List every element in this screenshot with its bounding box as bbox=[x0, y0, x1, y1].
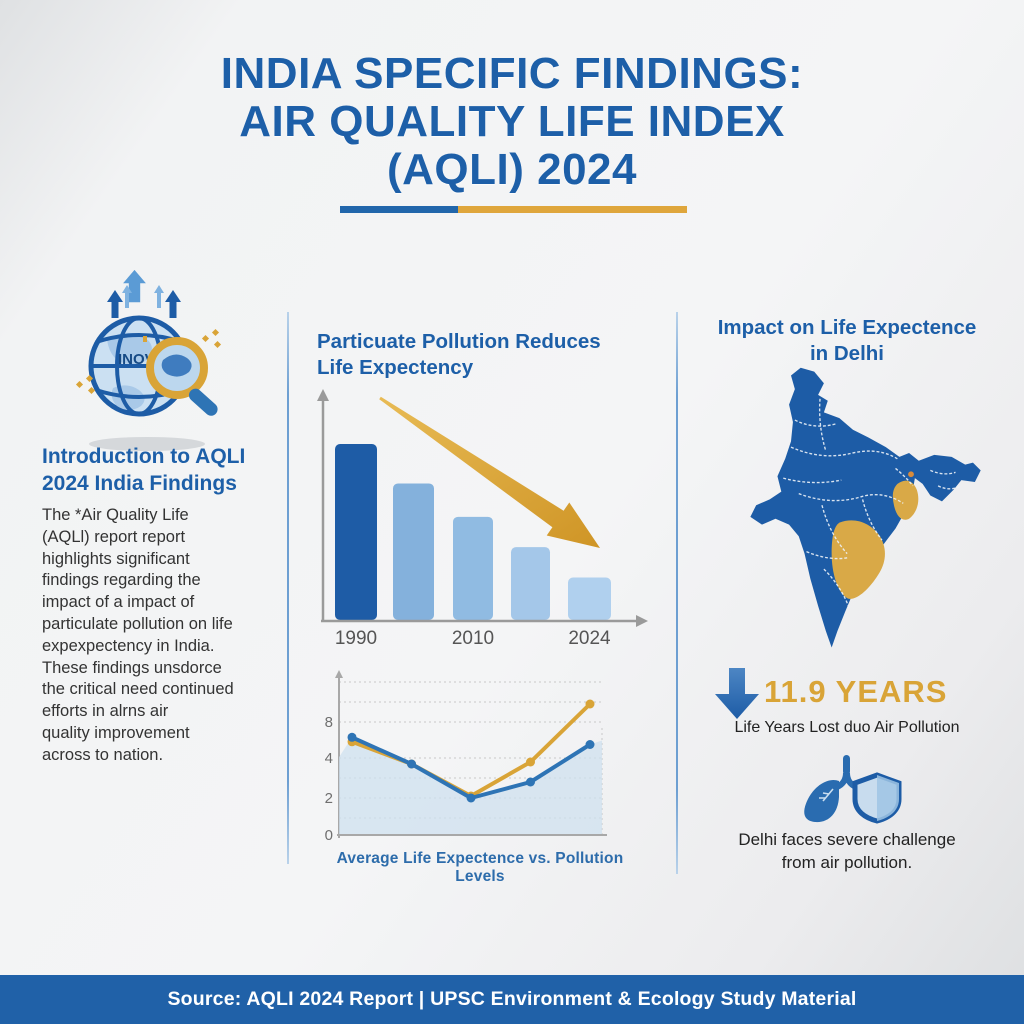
bar-col2 bbox=[393, 483, 434, 620]
title-line-2: AIR QUALITY LIFE INDEX bbox=[239, 97, 785, 146]
bar-1990 bbox=[335, 444, 377, 620]
y-tick-4: 4 bbox=[325, 750, 333, 767]
globe-shadow bbox=[89, 437, 205, 451]
lungs-shield-icon bbox=[804, 755, 902, 824]
column-divider-right bbox=[676, 312, 678, 874]
blue-line-point-3 bbox=[466, 793, 476, 803]
x-axis-arrow bbox=[636, 615, 648, 627]
blue-line-point-2 bbox=[407, 759, 416, 769]
y-tick-labels: 8 4 2 0 bbox=[325, 714, 333, 844]
globe-magnifier-icon: INOV bbox=[75, 269, 222, 451]
column-divider-left bbox=[287, 312, 289, 864]
magnifier bbox=[146, 337, 218, 416]
footer-bar: Source: AQLI 2024 Report | UPSC Environm… bbox=[0, 975, 1024, 1024]
title-line-1: INDIA SPECIFIC FINDINGS: bbox=[220, 49, 804, 98]
middle-panel-heading: Particuate Pollution Reduces Life Expect… bbox=[317, 330, 601, 379]
left-panel-body: The *Air Quality Life (AQLl) report repo… bbox=[42, 506, 234, 764]
blue-line-point-4 bbox=[526, 777, 535, 787]
line-chart: 8 4 2 0 bbox=[325, 670, 607, 844]
gold-line-point-4 bbox=[526, 757, 535, 767]
x-tick-1990: 1990 bbox=[335, 628, 377, 649]
line-chart-caption: Average Life Expectence vs. Pollution Le… bbox=[336, 850, 624, 885]
y-axis-arrow bbox=[335, 670, 343, 678]
blue-line-point-1 bbox=[347, 732, 357, 742]
x-tick-labels: 1990 2010 2024 bbox=[335, 628, 611, 649]
gold-line-point-5 bbox=[585, 699, 595, 709]
stat-label: Life Years Lost duo Air Pollution bbox=[734, 719, 960, 736]
y-axis-arrow bbox=[317, 389, 329, 401]
divider-gold-segment bbox=[457, 206, 687, 213]
right-panel-note: Delhi faces severe challenge from air po… bbox=[738, 830, 956, 872]
bar-chart: 1990 2010 2024 bbox=[317, 389, 648, 649]
line-series bbox=[347, 699, 595, 803]
x-tick-2010: 2010 bbox=[452, 628, 494, 649]
blue-line-point-5 bbox=[585, 740, 595, 749]
stat-value: 11.9 YEARS bbox=[764, 674, 948, 709]
title-line-3: (AQLI) 2024 bbox=[386, 145, 637, 194]
state-borders bbox=[783, 398, 962, 609]
down-arrow-icon bbox=[715, 668, 759, 719]
gold-sparkles bbox=[75, 328, 222, 395]
india-map bbox=[750, 367, 981, 648]
y-tick-8: 8 bbox=[325, 714, 333, 731]
title-divider bbox=[340, 206, 687, 213]
bar-2010 bbox=[453, 516, 493, 620]
bar-series bbox=[335, 444, 611, 620]
downward-trend-arrow-icon bbox=[379, 396, 600, 548]
right-panel-heading: Impact on Life Expectence in Delhi bbox=[717, 316, 977, 365]
growth-arrows-icon bbox=[107, 269, 181, 318]
y-tick-0: 0 bbox=[325, 827, 333, 844]
x-tick-2024: 2024 bbox=[568, 628, 611, 649]
bar-2024 bbox=[568, 577, 611, 620]
shield bbox=[852, 772, 902, 824]
globe-label: INOV bbox=[118, 351, 155, 368]
page-title: INDIA SPECIFIC FINDINGS: AIR QUALITY LIF… bbox=[0, 50, 1024, 194]
footer-source-text: Source: AQLI 2024 Report | UPSC Environm… bbox=[167, 988, 857, 1010]
map-body bbox=[750, 367, 981, 648]
bar-col4 bbox=[511, 547, 550, 620]
left-panel-heading: Introduction to AQLI 2024 India Findings bbox=[42, 445, 246, 495]
divider-blue-segment bbox=[340, 206, 458, 213]
highlighted-states bbox=[831, 471, 919, 599]
y-tick-2: 2 bbox=[325, 790, 333, 807]
